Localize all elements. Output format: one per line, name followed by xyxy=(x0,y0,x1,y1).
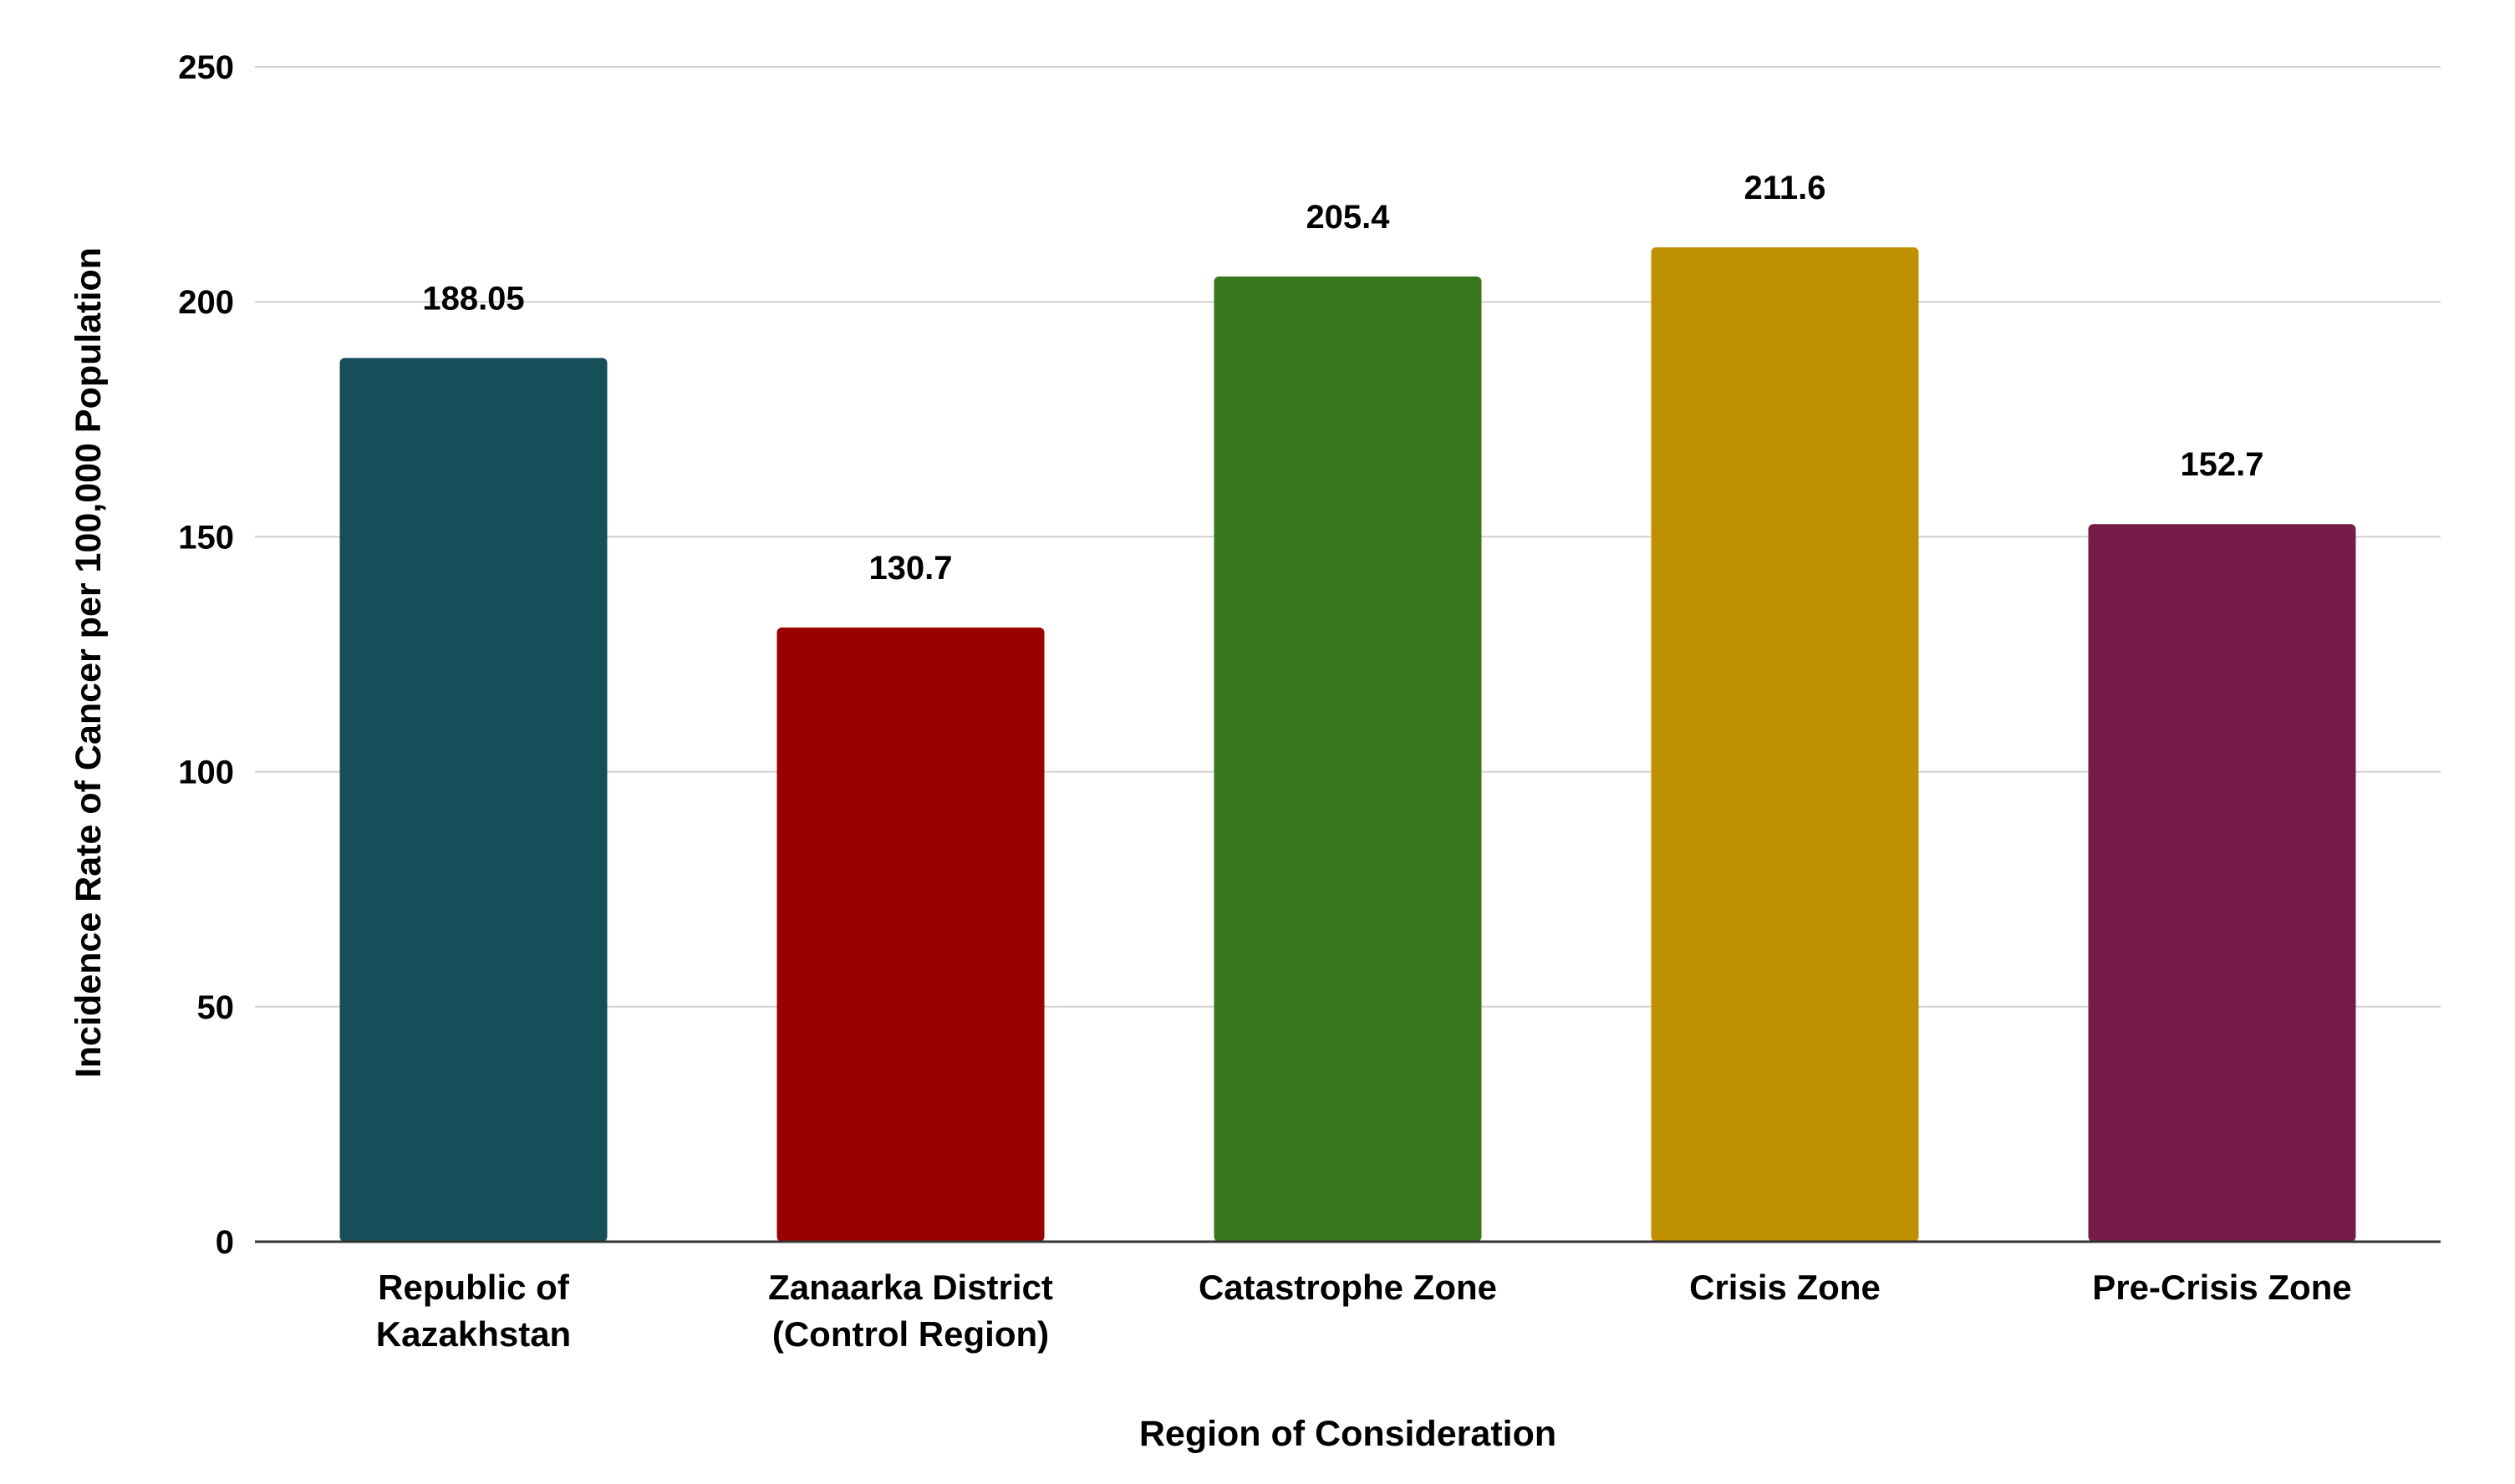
data-label: 205.4 xyxy=(1306,199,1390,236)
x-axis-title: Region of Consideration xyxy=(1139,1414,1556,1454)
data-label: 188.05 xyxy=(422,280,524,317)
bar xyxy=(1651,246,1919,1242)
category-labels: Republic of Kazakhstan Zanaarka District (C… xyxy=(376,1268,2352,1354)
bar xyxy=(776,627,1045,1242)
x-tick-label: Republic of Kazakhstan xyxy=(376,1268,571,1354)
y-tick-label: 150 xyxy=(178,519,234,556)
x-tick-label-line: (Control Region) xyxy=(772,1314,1049,1354)
bar xyxy=(1214,276,1482,1242)
x-tick-label-line: Crisis Zone xyxy=(1689,1268,1881,1307)
y-tick-label: 50 xyxy=(197,989,235,1026)
bars xyxy=(339,246,2356,1243)
x-tick-label: Zanaarka District (Control Region) xyxy=(768,1268,1053,1354)
x-tick-label: Catastrophe Zone xyxy=(1199,1268,1497,1307)
y-tick-label: 200 xyxy=(178,284,234,321)
x-tick-label-line: Republic of xyxy=(378,1268,570,1307)
y-axis-ticks: 0 50 100 150 200 250 xyxy=(178,49,234,1261)
x-tick-label-line: Catastrophe Zone xyxy=(1199,1268,1497,1307)
x-tick-label-line: Kazakhstan xyxy=(376,1314,571,1354)
value-labels: 188.05 130.7 205.4 211.6 152.7 xyxy=(422,170,2263,587)
bar xyxy=(2088,524,2356,1242)
bar xyxy=(339,358,608,1243)
y-tick-label: 250 xyxy=(178,49,234,86)
x-tick-label: Pre-Crisis Zone xyxy=(2092,1268,2351,1307)
x-tick-label-line: Zanaarka District xyxy=(768,1268,1053,1307)
x-tick-label: Crisis Zone xyxy=(1689,1268,1881,1307)
data-label: 152.7 xyxy=(2180,446,2263,483)
data-label: 130.7 xyxy=(868,550,952,587)
y-axis-title: Incidence Rate of Cancer per 100,000 Pop… xyxy=(69,247,109,1078)
data-label: 211.6 xyxy=(1744,170,1826,206)
x-tick-label-line: Pre-Crisis Zone xyxy=(2092,1268,2351,1307)
y-tick-label: 0 xyxy=(216,1224,234,1261)
y-tick-label: 100 xyxy=(178,755,234,791)
